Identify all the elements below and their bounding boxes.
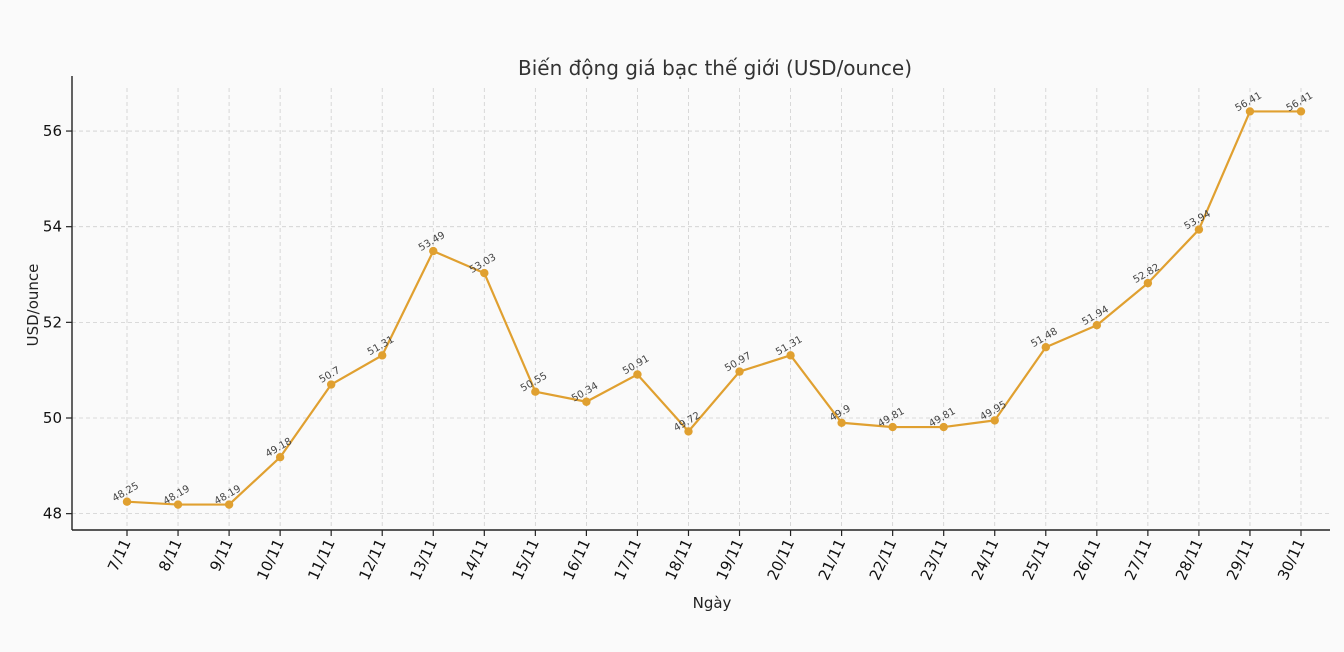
x-tick-label: 11/11 bbox=[304, 536, 339, 583]
data-point bbox=[378, 351, 387, 360]
y-tick-label: 50 bbox=[43, 409, 62, 427]
y-tick-label: 52 bbox=[43, 313, 62, 331]
x-tick-label: 20/11 bbox=[764, 536, 799, 583]
data-point bbox=[224, 500, 234, 509]
x-tick-label: 19/11 bbox=[713, 536, 748, 583]
chart-title: Biến động giá bạc thế giới (USD/ounce) bbox=[518, 56, 912, 80]
y-tick-label: 56 bbox=[43, 122, 62, 140]
x-tick-label: 10/11 bbox=[253, 536, 288, 583]
y-axis-label: USD/ounce bbox=[24, 264, 42, 347]
x-tick-label: 16/11 bbox=[559, 536, 594, 583]
y-tick-label: 48 bbox=[43, 505, 62, 523]
x-tick-label: 22/11 bbox=[866, 536, 901, 583]
x-tick-label: 18/11 bbox=[662, 536, 697, 583]
data-point bbox=[1143, 278, 1153, 288]
x-axis-label: Ngày bbox=[693, 594, 732, 612]
data-label-layer: 48.25 48.19 48.1949.1850.751.3153.4953.035… bbox=[111, 90, 1315, 507]
x-tick-label: 15/11 bbox=[508, 536, 543, 583]
data-point bbox=[786, 351, 795, 360]
data-point bbox=[837, 418, 846, 427]
x-tick-label: 24/11 bbox=[968, 536, 1003, 583]
data-point bbox=[173, 500, 183, 509]
x-tick-label: 12/11 bbox=[355, 536, 390, 583]
series-layer bbox=[122, 107, 1306, 509]
data-point bbox=[1092, 321, 1102, 330]
data-point bbox=[1296, 107, 1306, 116]
data-point bbox=[684, 427, 693, 436]
grid-layer bbox=[72, 88, 1330, 528]
x-tick-label: 9/11 bbox=[206, 536, 237, 574]
x-tick-label: 17/11 bbox=[610, 536, 645, 583]
data-point bbox=[1041, 343, 1050, 352]
x-tick-label: 8/11 bbox=[155, 536, 186, 574]
data-point bbox=[531, 387, 540, 396]
x-tick-label: 28/11 bbox=[1172, 536, 1207, 583]
data-point bbox=[888, 422, 897, 432]
data-point bbox=[990, 416, 999, 425]
x-tick-label: 26/11 bbox=[1070, 536, 1105, 583]
data-point bbox=[480, 268, 489, 278]
data-point bbox=[275, 453, 285, 462]
data-point bbox=[1194, 225, 1204, 234]
x-tick-label: 21/11 bbox=[815, 536, 850, 583]
data-point bbox=[735, 367, 744, 376]
data-point bbox=[582, 397, 591, 406]
data-point bbox=[633, 370, 642, 379]
x-tick-label: 30/11 bbox=[1274, 536, 1309, 583]
x-tick-label: 14/11 bbox=[457, 536, 492, 583]
y-tick-label: 54 bbox=[43, 218, 62, 236]
x-tick-label: 27/11 bbox=[1121, 536, 1156, 583]
x-tick-label: 25/11 bbox=[1019, 536, 1054, 583]
x-tick-label: 7/11 bbox=[104, 536, 135, 574]
x-tick-label: 13/11 bbox=[406, 536, 441, 583]
data-point bbox=[1245, 107, 1255, 116]
data-point bbox=[122, 497, 132, 506]
data-point bbox=[429, 246, 438, 256]
series-line bbox=[126, 110, 1301, 506]
data-point bbox=[326, 380, 336, 389]
axis-layer: 48 50 52 54 56 7/11 8/11 9/11 10/11 11/11 12/11 13/… bbox=[43, 76, 1330, 583]
x-tick-label: 23/11 bbox=[917, 536, 952, 583]
x-tick-label: 29/11 bbox=[1223, 536, 1258, 583]
data-point bbox=[939, 422, 948, 432]
